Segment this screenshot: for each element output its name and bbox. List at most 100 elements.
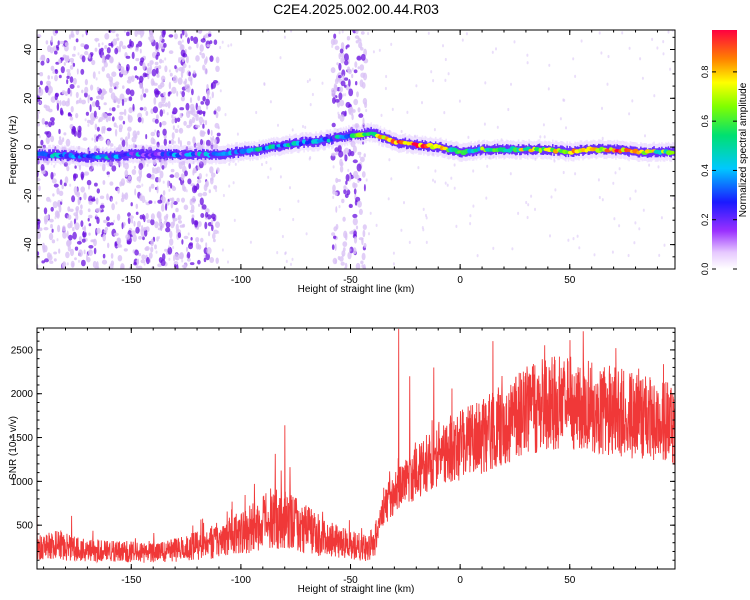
- noise-speckle: [614, 171, 617, 175]
- noise-speckle: [203, 184, 208, 192]
- noise-speckle: [68, 234, 73, 241]
- noise-speckle: [51, 75, 53, 80]
- noise-speckle: [201, 204, 207, 210]
- noise-speckle: [421, 226, 424, 230]
- noise-speckle: [72, 77, 77, 85]
- noise-speckle: [80, 43, 85, 47]
- noise-speckle: [126, 240, 131, 245]
- noise-speckle: [662, 40, 665, 44]
- noise-speckle: [56, 100, 60, 105]
- noise-speckle: [51, 228, 54, 233]
- noise-speckle: [156, 73, 160, 78]
- noise-speckle: [136, 130, 140, 136]
- noise-speckle: [219, 89, 222, 93]
- noise-speckle: [59, 107, 63, 116]
- noise-speckle: [206, 84, 209, 90]
- noise-speckle: [183, 160, 186, 167]
- noise-speckle: [42, 245, 46, 253]
- noise-speckle: [447, 72, 450, 76]
- noise-speckle: [58, 205, 62, 213]
- noise-speckle: [59, 179, 63, 186]
- noise-speckle: [285, 259, 288, 263]
- noise-speckle: [390, 42, 393, 47]
- noise-speckle: [111, 71, 117, 77]
- noise-speckle: [101, 54, 106, 62]
- noise-speckle: [332, 97, 336, 104]
- noise-speckle: [98, 42, 101, 48]
- noise-speckle: [193, 220, 199, 226]
- noise-speckle: [117, 98, 121, 105]
- noise-speckle: [67, 215, 70, 219]
- noise-speckle: [338, 75, 342, 79]
- noise-speckle: [572, 237, 575, 241]
- x-tick-label: -150: [121, 275, 141, 286]
- noise-speckle: [200, 101, 205, 105]
- noise-speckle: [179, 44, 185, 51]
- snr-series-line: [37, 328, 675, 564]
- noise-speckle: [67, 112, 71, 117]
- ridge-edge: [616, 144, 618, 154]
- noise-speckle: [204, 120, 208, 126]
- noise-speckle: [50, 65, 55, 72]
- noise-speckle: [618, 167, 621, 171]
- noise-speckle: [98, 105, 101, 110]
- noise-speckle: [340, 261, 345, 266]
- noise-speckle: [51, 239, 56, 244]
- noise-speckle: [165, 221, 171, 229]
- noise-speckle: [181, 239, 184, 245]
- noise-speckle: [183, 204, 189, 211]
- noise-speckle: [127, 175, 132, 181]
- noise-speckle: [41, 260, 45, 264]
- noise-speckle: [372, 50, 375, 54]
- noise-speckle: [76, 126, 79, 130]
- noise-speckle: [164, 102, 168, 108]
- noise-speckle: [138, 179, 141, 183]
- noise-speckle: [96, 188, 101, 194]
- noise-speckle: [84, 118, 87, 122]
- noise-speckle: [342, 247, 346, 252]
- noise-speckle: [187, 257, 191, 262]
- noise-speckle: [338, 52, 341, 60]
- noise-speckle: [408, 240, 411, 244]
- noise-speckle: [168, 69, 171, 73]
- noise-speckle: [211, 219, 214, 226]
- noise-speckle: [199, 121, 202, 126]
- noise-speckle: [511, 247, 514, 251]
- noise-speckle: [158, 65, 162, 70]
- noise-speckle: [336, 62, 339, 66]
- noise-speckle: [106, 139, 110, 147]
- noise-speckle: [657, 165, 660, 169]
- noise-speckle: [71, 125, 76, 134]
- noise-speckle: [95, 39, 98, 43]
- noise-speckle: [134, 30, 138, 37]
- noise-speckle: [648, 163, 651, 167]
- spectrogram-frame: [36, 29, 676, 270]
- noise-speckle: [61, 184, 64, 190]
- noise-speckle: [155, 114, 159, 120]
- noise-speckle: [562, 170, 565, 175]
- noise-speckle: [197, 95, 201, 102]
- noise-speckle: [74, 222, 80, 231]
- noise-speckle: [442, 44, 444, 48]
- signal-ridge: [37, 122, 675, 168]
- spectrogram-y-label: Frequency (Hz): [8, 116, 19, 185]
- noise-speckle: [344, 93, 347, 97]
- noise-speckle: [352, 217, 358, 226]
- noise-speckle: [50, 171, 54, 180]
- noise-speckle: [158, 132, 161, 136]
- noise-speckle: [116, 238, 119, 242]
- noise-speckle: [188, 118, 193, 127]
- noise-speckle: [390, 177, 393, 181]
- noise-speckle: [365, 108, 368, 113]
- noise-speckle: [70, 106, 74, 113]
- noise-speckle: [75, 38, 79, 43]
- noise-speckle: [291, 128, 294, 132]
- noise-speckle: [335, 177, 339, 184]
- noise-speckle: [138, 162, 144, 170]
- noise-speckle: [102, 180, 106, 185]
- noise-speckle: [162, 190, 166, 196]
- noise-speckle: [187, 232, 190, 236]
- noise-speckle: [37, 159, 40, 165]
- snr-marks: [37, 328, 675, 564]
- noise-speckle: [104, 227, 108, 231]
